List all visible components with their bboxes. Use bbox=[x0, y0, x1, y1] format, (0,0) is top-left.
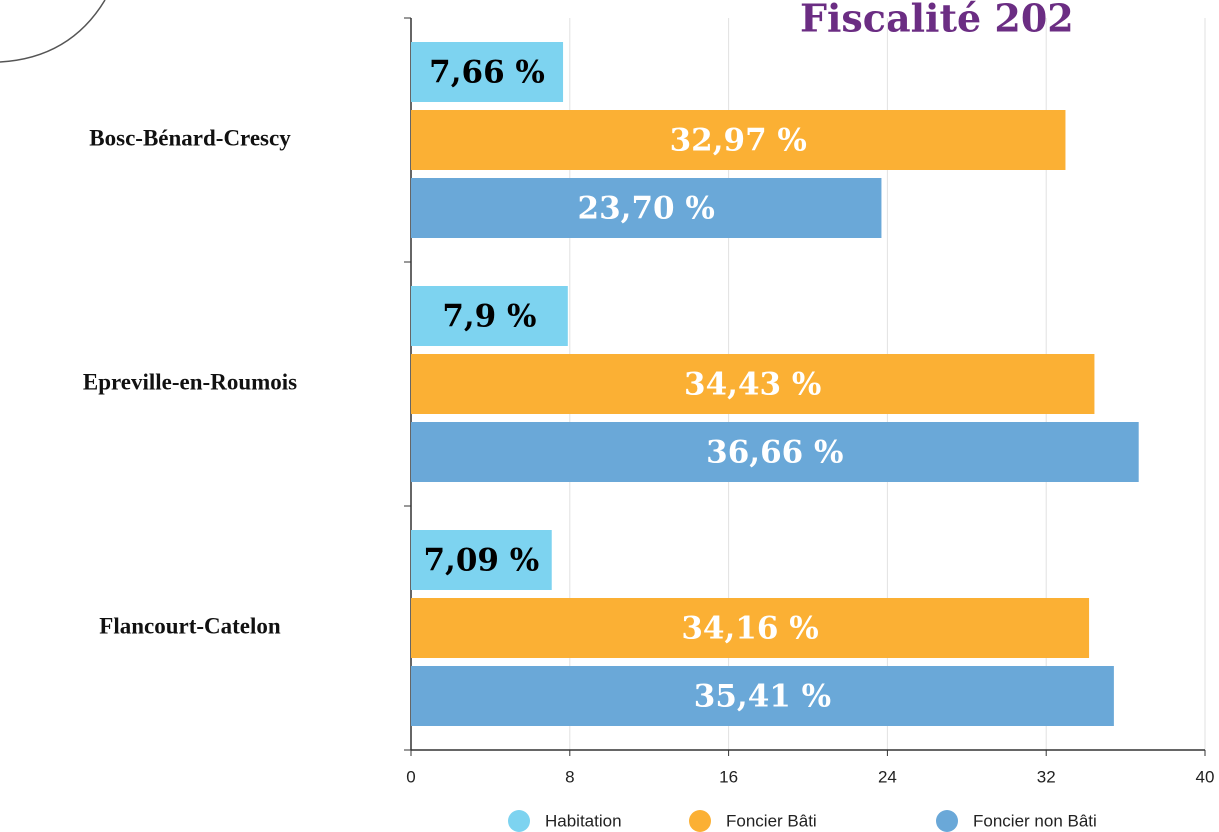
bar bbox=[411, 666, 1114, 726]
x-tick-label: 32 bbox=[1037, 767, 1056, 786]
value-label: 23,70 % bbox=[578, 191, 715, 227]
legend-swatch bbox=[508, 810, 530, 832]
x-tick-label: 8 bbox=[565, 767, 574, 786]
x-tick-label: 16 bbox=[719, 767, 738, 786]
bar bbox=[411, 354, 1095, 414]
decor-arc bbox=[0, 0, 106, 63]
legend-label: Foncier Bâti bbox=[726, 811, 817, 830]
bar bbox=[411, 42, 564, 102]
x-tick-label: 24 bbox=[878, 767, 897, 786]
legend-label: Habitation bbox=[545, 811, 622, 830]
value-label: 34,43 % bbox=[684, 367, 821, 403]
x-tick-label: 40 bbox=[1196, 767, 1215, 786]
bar bbox=[411, 110, 1066, 170]
value-label: 35,41 % bbox=[694, 679, 831, 715]
legend-swatch bbox=[689, 810, 711, 832]
bar bbox=[411, 530, 552, 590]
value-label: 34,16 % bbox=[681, 611, 818, 647]
category-label: Flancourt-Catelon bbox=[99, 613, 281, 638]
bar bbox=[411, 598, 1090, 658]
x-tick-label: 0 bbox=[406, 767, 415, 786]
value-label: 7,09 % bbox=[423, 543, 539, 579]
chart-title: Fiscalité 202 bbox=[800, 0, 1074, 41]
legend-label: Foncier non Bâti bbox=[973, 811, 1097, 830]
value-label: 36,66 % bbox=[706, 435, 843, 471]
category-label: Bosc-Bénard-Crescy bbox=[89, 125, 291, 150]
value-label: 7,66 % bbox=[429, 55, 545, 91]
bar bbox=[411, 178, 882, 238]
legend-swatch bbox=[936, 810, 958, 832]
value-label: 7,9 % bbox=[442, 299, 536, 335]
bar bbox=[411, 422, 1139, 482]
bar bbox=[411, 286, 568, 346]
value-label: 32,97 % bbox=[670, 123, 807, 159]
category-label: Epreville-en-Roumois bbox=[83, 369, 297, 394]
